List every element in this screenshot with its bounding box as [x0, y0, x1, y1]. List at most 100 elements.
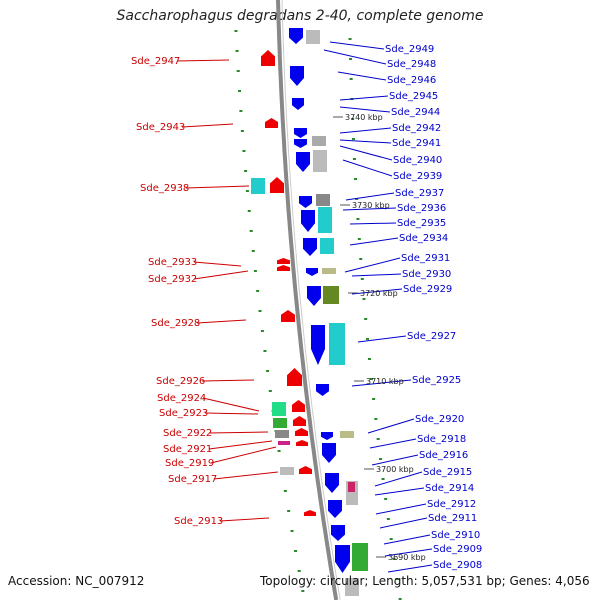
- gene-label-right: Sde_2927: [407, 331, 456, 342]
- leader-line-left: [208, 440, 273, 450]
- gene-label-right: Sde_2946: [387, 75, 436, 86]
- gene-label-right: Sde_2929: [403, 284, 452, 295]
- track-dot-left: [240, 130, 244, 132]
- reverse-gene-arrow: [281, 310, 295, 322]
- track-dot-left: [235, 50, 239, 52]
- leader-line-right: [323, 49, 387, 65]
- gene-label-left: Sde_2938: [140, 183, 189, 194]
- forward-gene-arrow: [321, 432, 333, 440]
- leader-line-right: [369, 438, 417, 449]
- track-dot-left: [297, 570, 301, 572]
- gene-block: [352, 543, 368, 571]
- leader-line-right: [339, 95, 389, 101]
- leader-line-left: [185, 185, 250, 189]
- forward-gene-arrow: [316, 384, 329, 396]
- gene-label-right: Sde_2915: [423, 467, 472, 478]
- track-dot-left: [256, 290, 260, 292]
- gene-block: [280, 467, 294, 475]
- track-dot-left: [266, 370, 270, 372]
- track-dot-right: [376, 438, 380, 440]
- track-dot-right: [355, 198, 359, 200]
- gene-label-right: Sde_2918: [417, 434, 466, 445]
- leader-line-left: [204, 412, 259, 415]
- track-dot-left: [268, 390, 272, 392]
- gene-block: [329, 323, 345, 365]
- gene-block: [273, 418, 287, 428]
- leader-line-right: [339, 139, 392, 144]
- track-dot-left: [247, 210, 251, 212]
- gene-block: [275, 430, 289, 438]
- gene-block: [313, 150, 327, 172]
- forward-gene-arrow: [299, 196, 312, 208]
- gene-label-left: Sde_2947: [131, 56, 180, 67]
- track-dot-right: [392, 558, 396, 560]
- track-dot-right: [359, 258, 363, 260]
- gene-label-right: Sde_2916: [419, 450, 468, 461]
- leader-line-left: [213, 471, 279, 480]
- gene-label-left: Sde_2923: [159, 408, 208, 419]
- forward-gene-arrow: [289, 28, 303, 44]
- leader-line-right: [375, 503, 427, 515]
- gene-label-left: Sde_2928: [151, 318, 200, 329]
- track-dot-right: [386, 518, 390, 520]
- track-dot-right: [349, 58, 353, 60]
- kbp-tick-label: 3700 kbp: [376, 465, 414, 474]
- gene-label-right: Sde_2912: [427, 499, 476, 510]
- leader-line-left: [176, 59, 230, 62]
- track-dot-right: [367, 358, 371, 360]
- track-dot-right: [364, 318, 368, 320]
- track-dot-left: [283, 490, 287, 492]
- reverse-gene-arrow: [261, 50, 275, 66]
- leader-line-right: [371, 454, 419, 466]
- track-dot-left: [301, 590, 305, 592]
- track-dot-left: [277, 450, 281, 452]
- kbp-tick-label: 3720 kbp: [360, 289, 398, 298]
- gene-label-right: Sde_2936: [397, 203, 446, 214]
- leader-line-left: [193, 261, 242, 267]
- track-dot-right: [348, 38, 352, 40]
- track-dot-right: [362, 298, 366, 300]
- track-dot-right: [354, 178, 358, 180]
- leader-line-right: [387, 564, 433, 573]
- track-dot-right: [369, 378, 373, 380]
- gene-block: [322, 268, 336, 274]
- leader-line-left: [196, 319, 247, 324]
- reverse-gene-arrow: [293, 416, 306, 426]
- track-dot-right: [379, 458, 383, 460]
- track-dot-left: [294, 550, 298, 552]
- gene-label-left: Sde_2919: [165, 458, 214, 469]
- forward-gene-arrow: [328, 500, 342, 518]
- leader-line-left: [208, 431, 269, 434]
- track-dot-right: [395, 578, 399, 580]
- gene-label-right: Sde_2934: [399, 233, 448, 244]
- track-dot-left: [258, 310, 262, 312]
- track-dot-left: [290, 530, 294, 532]
- reverse-gene-arrow: [292, 400, 305, 412]
- leader-line-right: [351, 379, 412, 387]
- track-dot-right: [366, 338, 370, 340]
- leader-line-left: [202, 397, 260, 412]
- kbp-tick-label: 3690 kbp: [388, 553, 426, 562]
- gene-label-left: Sde_2922: [163, 428, 212, 439]
- gene-block: [306, 30, 320, 44]
- forward-gene-arrow: [311, 325, 325, 365]
- reverse-gene-arrow: [277, 265, 290, 271]
- track-dot-left: [236, 70, 240, 72]
- reverse-gene-arrow: [277, 258, 290, 264]
- kbp-tick-label: 3730 kbp: [352, 201, 390, 210]
- genome-summary-text: Topology: circular; Length: 5,057,531 bp…: [260, 574, 590, 588]
- gene-label-left: Sde_2924: [157, 393, 206, 404]
- genome-backbone: [276, 0, 339, 600]
- gene-block: [278, 441, 290, 445]
- leader-line-right: [342, 207, 397, 211]
- gene-label-left: Sde_2913: [174, 516, 223, 527]
- leader-line-right: [374, 487, 425, 496]
- gene-block: [312, 136, 326, 146]
- track-dot-left: [249, 230, 253, 232]
- reverse-gene-arrow: [270, 177, 284, 193]
- forward-gene-arrow: [301, 210, 315, 232]
- gene-label-right: Sde_2948: [387, 59, 436, 70]
- kbp-tick-label: 3710 kbp: [366, 377, 404, 386]
- gene-label-right: Sde_2910: [431, 530, 480, 541]
